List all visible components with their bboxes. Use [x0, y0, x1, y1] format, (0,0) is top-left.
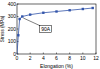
annotation: 90A	[41, 26, 51, 32]
x-axis-label: Elongation (%)	[40, 63, 73, 69]
y-tick	[17, 4, 19, 5]
marker	[55, 10, 57, 12]
plot-frame	[17, 4, 96, 54]
data-group	[17, 7, 94, 54]
y-tick-label: 300	[8, 13, 17, 19]
marker	[92, 7, 94, 9]
y-tick	[17, 16, 19, 17]
marker	[18, 18, 20, 20]
chart-svg: 0 2 4 6 8 10 12 0 100 200 300 400 Elongation (%) Stre…	[0, 0, 100, 69]
marker	[42, 12, 44, 14]
y-tick-label: 100	[8, 38, 17, 44]
x-tick-label: 10	[80, 55, 86, 61]
marker	[68, 9, 70, 11]
x-tick-label: 2	[29, 55, 32, 61]
marker	[17, 34, 19, 36]
x-tick-label: 0	[16, 55, 19, 61]
y-tick	[17, 29, 19, 30]
y-tick-label: 400	[8, 1, 17, 7]
x-tick-label: 6	[55, 55, 58, 61]
y-tick-label: 200	[8, 26, 17, 32]
line	[17, 8, 93, 54]
x-tick-label: 4	[42, 55, 45, 61]
annotation-arrow	[23, 18, 40, 26]
y-tick-label: 0	[13, 51, 16, 57]
chart: 0 2 4 6 8 10 12 0 100 200 300 400 Elongation (%) Stre…	[0, 0, 100, 69]
x-tick-label: 12	[93, 55, 99, 61]
y-axis-label: Stress (MPa)	[0, 15, 5, 42]
marker	[21, 15, 23, 17]
annotation-box	[40, 26, 52, 33]
marker	[29, 13, 31, 15]
x-tick-label: 8	[68, 55, 71, 61]
marker	[82, 8, 84, 10]
